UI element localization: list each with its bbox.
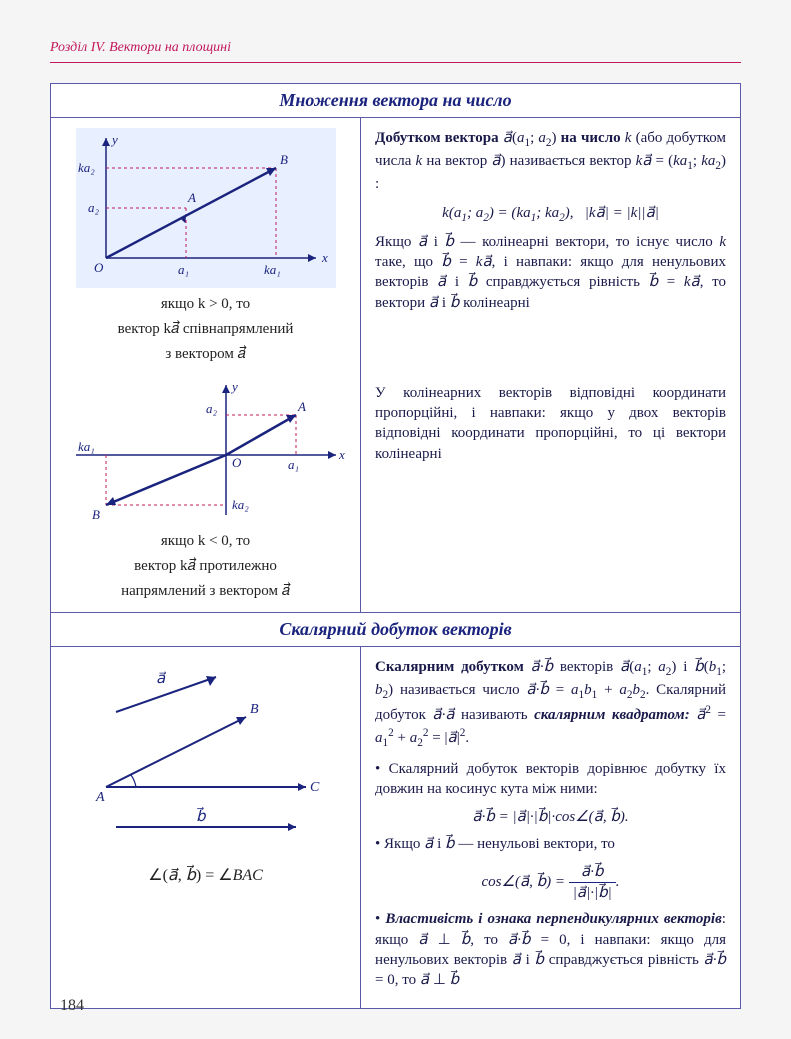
svg-text:O: O (94, 260, 104, 275)
svg-text:C: C (310, 780, 320, 795)
svg-text:A: A (187, 190, 196, 205)
page-header: Розділ IV. Вектори на площині (50, 40, 741, 63)
diagram-scalar-positive: x y O A B a₂ ka₂ a₁ ka₁ (76, 128, 336, 288)
caption2-line2: вектор k𝑎⃗ протилежно (61, 556, 350, 577)
section1-heading: Множення вектора на число (51, 84, 740, 118)
svg-text:x: x (321, 250, 328, 265)
svg-text:y: y (110, 132, 118, 147)
angle-caption: ∠(a⃗, b⃗) = ∠BAC (61, 865, 350, 887)
section2-row: a⃗ A B C b⃗ ∠(a⃗, b⃗) = ∠BAC Скалярним д… (51, 647, 740, 1008)
svg-text:B: B (92, 507, 100, 522)
svg-text:ka₂: ka₂ (78, 160, 95, 175)
svg-text:O: O (232, 455, 242, 470)
svg-text:B: B (250, 702, 259, 717)
svg-text:y: y (230, 379, 238, 394)
svg-text:A: A (297, 399, 306, 414)
svg-text:x: x (338, 447, 345, 462)
svg-text:A: A (95, 790, 105, 805)
svg-text:B: B (280, 152, 288, 167)
section2-left: a⃗ A B C b⃗ ∠(a⃗, b⃗) = ∠BAC (51, 647, 361, 1008)
formula1: k(a1; a2) = (ka1; ka2), |ka⃗| = |k||a⃗| (375, 203, 726, 226)
svg-text:ka₂: ka₂ (232, 497, 249, 512)
section1-row: x y O A B a₂ ka₂ a₁ ka₁ якщо k > (51, 118, 740, 612)
section1-left: x y O A B a₂ ka₂ a₁ ka₁ якщо k > (51, 118, 361, 612)
svg-text:a₂: a₂ (88, 200, 100, 215)
page-number: 184 (60, 997, 84, 1015)
svg-text:b⃗: b⃗ (196, 806, 207, 825)
svg-text:ka₁: ka₁ (78, 439, 95, 454)
svg-text:ka₁: ka₁ (264, 262, 281, 277)
caption1-line1: якщо k > 0, то (61, 294, 350, 315)
section2-right: Скалярним добутком a⃗·b⃗ векторів a⃗(a1;… (361, 647, 740, 1008)
caption1-line3: з вектором 𝑎⃗ (61, 344, 350, 365)
section1-right: Добутком вектора a⃗(a1; a2) на число k (… (361, 118, 740, 612)
svg-text:a₂: a₂ (206, 401, 218, 416)
caption2-line3: напрямлений з вектором 𝑎⃗ (61, 581, 350, 602)
content-box: Множення вектора на число x y O (50, 83, 741, 1009)
section2-heading: Скалярний добуток векторів (51, 612, 740, 647)
diagram-angle-vectors: a⃗ A B C b⃗ (76, 657, 336, 857)
formula3: cos∠(a⃗, b⃗) = a⃗·b⃗|a⃗|·|b⃗|. (375, 862, 726, 904)
caption2-line1: якщо k < 0, то (61, 531, 350, 552)
svg-text:a⃗: a⃗ (156, 671, 167, 687)
caption1-line2: вектор k𝑎⃗ співнапрямлений (61, 319, 350, 340)
svg-text:a₁: a₁ (178, 262, 189, 277)
diagram-scalar-negative: O x y A B a₂ a₁ ka₁ ka₂ (66, 375, 346, 525)
svg-text:a₁: a₁ (288, 457, 299, 472)
formula2: a⃗·b⃗ = |a⃗|·|b⃗|·cos∠(a⃗, b⃗). (375, 807, 726, 827)
